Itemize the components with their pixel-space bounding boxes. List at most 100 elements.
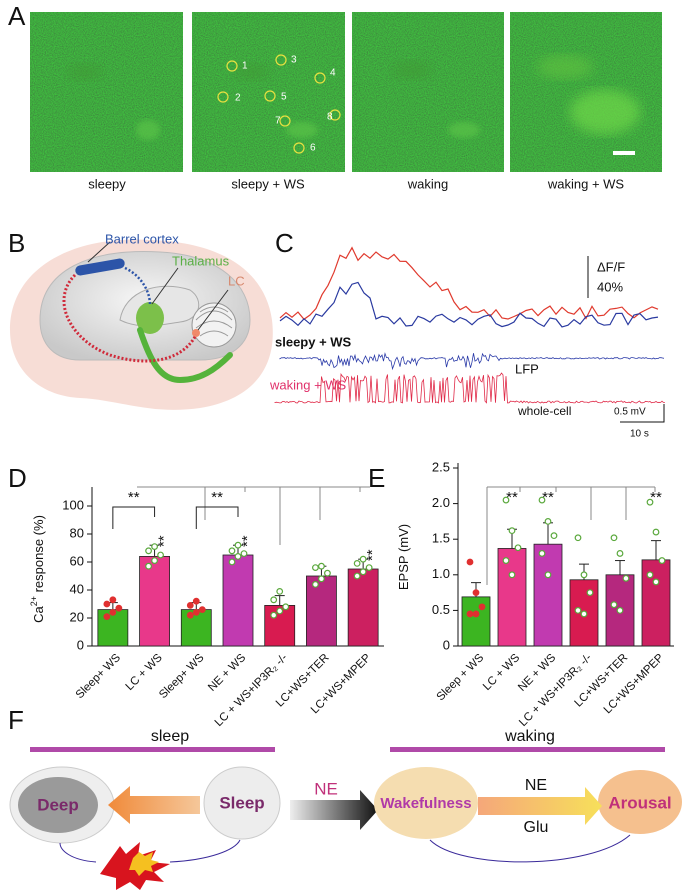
- data-point: [466, 558, 474, 566]
- data-point: [228, 547, 236, 555]
- label: waking + WS: [269, 377, 347, 392]
- y-axis-label-part: response (%): [31, 515, 46, 596]
- data-point: [622, 574, 630, 582]
- bar: [347, 568, 379, 647]
- data-point: [115, 604, 123, 612]
- roi-circle: [279, 115, 291, 127]
- data-point: [508, 571, 516, 579]
- label: whole-cell: [517, 404, 571, 418]
- panel-letter: D: [8, 463, 27, 493]
- node-label: Sleep: [219, 793, 264, 812]
- lfp-trace: [279, 352, 665, 371]
- label: Glu: [524, 819, 549, 836]
- data-point: [646, 571, 654, 579]
- x-tick-label: Sleep + WS: [435, 652, 487, 704]
- label: Thalamus: [172, 253, 230, 268]
- data-point: [652, 578, 660, 586]
- data-point: [544, 518, 552, 525]
- micrograph: [30, 12, 183, 172]
- data-point: [234, 541, 242, 549]
- roi-label: 7: [275, 116, 281, 127]
- roi-circle: [275, 54, 287, 66]
- data-point: [574, 534, 582, 542]
- micrographs: [30, 12, 662, 172]
- data-point: [145, 562, 152, 570]
- data-point: [538, 550, 546, 557]
- y-axis-label-part: 2+: [29, 596, 39, 606]
- data-point: [514, 544, 522, 552]
- data-point: [186, 611, 194, 619]
- roi-label: 6: [310, 143, 316, 154]
- bar: [390, 747, 665, 752]
- data-point: [466, 610, 474, 618]
- calcium-trace: [279, 246, 659, 321]
- y-tick-label: 0: [77, 637, 84, 652]
- data-point: [240, 550, 248, 557]
- whole-cell-trace: [274, 372, 666, 404]
- caption: sleepy + WS: [231, 176, 305, 191]
- label: waking: [504, 728, 555, 745]
- panel-letter: E: [368, 463, 385, 493]
- y-tick-label: 80: [70, 525, 84, 540]
- data-point: [198, 606, 206, 613]
- data-point: [610, 534, 618, 542]
- data-point: [508, 527, 516, 535]
- micrograph: [192, 12, 345, 172]
- bar: [461, 596, 491, 647]
- roi-circle: [264, 90, 276, 102]
- data-point: [580, 610, 588, 618]
- data-point: [616, 607, 624, 614]
- y-tick-label: 0: [443, 637, 450, 652]
- y-tick-label: 1.5: [432, 531, 450, 546]
- y-tick-label: 0.5: [432, 602, 450, 617]
- data-point: [318, 562, 325, 570]
- data-point: [192, 597, 200, 605]
- roi-label: 4: [330, 68, 336, 79]
- data-point: [324, 569, 331, 577]
- data-point: [359, 568, 367, 576]
- data-point: [312, 581, 319, 588]
- caption: waking: [407, 176, 448, 191]
- comparison-lines: [137, 486, 656, 585]
- data-point: [276, 588, 284, 595]
- data-point: [472, 610, 480, 618]
- data-point: [544, 571, 552, 579]
- x-tick-label: Sleep+ WS: [74, 652, 124, 702]
- data-point: [318, 575, 325, 583]
- data-point: [312, 564, 319, 571]
- roi-label: 2: [235, 93, 241, 104]
- label: ΔF/F: [597, 259, 625, 274]
- label: LC: [228, 273, 245, 288]
- y-tick-label: 1.0: [432, 566, 450, 581]
- data-point: [574, 607, 582, 614]
- roi-markers: 1 2 3 4 5 6 7 8: [217, 54, 341, 154]
- data-point: [365, 564, 373, 571]
- bar: [533, 543, 563, 647]
- y-tick-label: 100: [62, 497, 84, 512]
- calcium-trace: [279, 281, 659, 328]
- y-tick-label: 40: [70, 581, 84, 596]
- significance: **: [542, 489, 554, 506]
- data-point: [658, 557, 666, 564]
- label: Barrel cortex: [105, 231, 179, 246]
- data-point: [616, 550, 624, 557]
- roi-circle: [226, 60, 238, 72]
- scale-bar: [613, 151, 635, 155]
- panel-letter: B: [8, 228, 25, 258]
- y-axis-label-part: EPSP (mV): [396, 524, 411, 590]
- label: NE: [525, 777, 547, 794]
- roi-label: 5: [281, 92, 287, 103]
- data-point: [270, 596, 278, 604]
- data-point: [145, 547, 152, 555]
- data-point: [186, 602, 194, 609]
- data-point: [353, 572, 361, 580]
- data-point: [610, 601, 618, 609]
- data-point: [157, 551, 164, 559]
- brain-illustration: [10, 239, 273, 410]
- label: sleep: [151, 728, 189, 745]
- roi-circle: [217, 91, 229, 103]
- data-point: [270, 611, 278, 619]
